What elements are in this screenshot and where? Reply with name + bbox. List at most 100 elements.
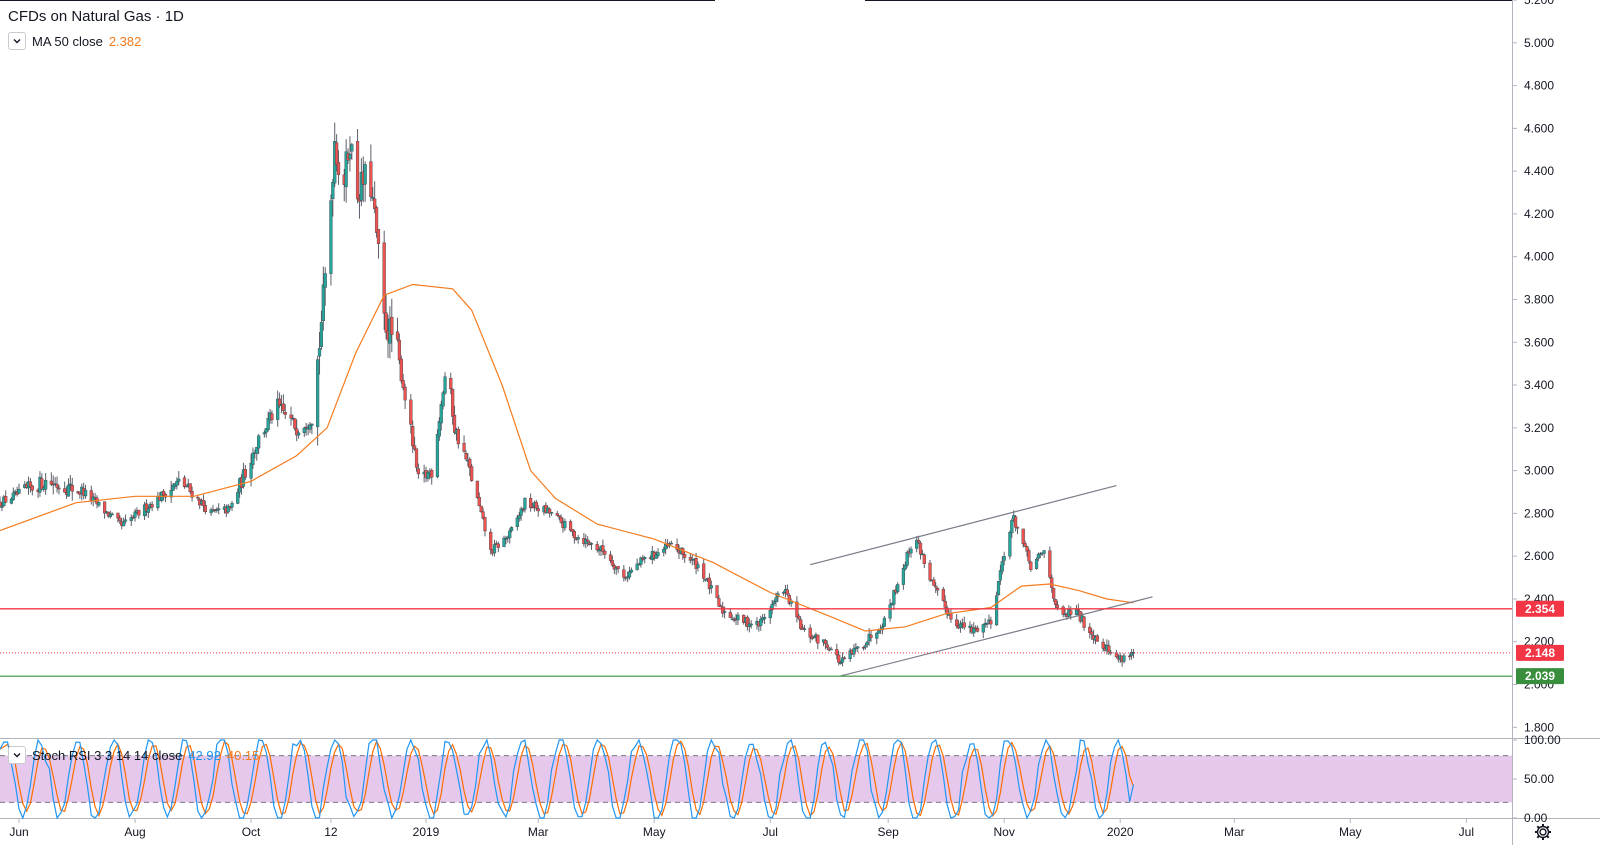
candle-body — [336, 162, 341, 175]
candle-body — [694, 558, 698, 569]
candle-body — [707, 577, 712, 590]
candle-body — [355, 141, 360, 200]
candle-body — [508, 530, 512, 539]
candle-body — [479, 505, 483, 513]
candle-body — [289, 414, 293, 419]
candle-body — [762, 616, 767, 620]
candle-body — [945, 607, 949, 615]
price-tick-label: 2.800 — [1524, 506, 1554, 520]
candle-body — [374, 207, 379, 233]
candle-body — [40, 478, 44, 490]
candle-body — [702, 563, 706, 579]
candle-body — [1069, 610, 1073, 615]
candle-body — [63, 488, 67, 493]
candle-body — [529, 498, 533, 508]
candle-body — [83, 489, 88, 497]
candle-body — [470, 466, 474, 481]
candle-body — [150, 504, 154, 508]
candle-body — [839, 662, 843, 664]
candle-body — [1095, 635, 1099, 642]
rsi-d-line — [0, 739, 1135, 818]
candle-body — [350, 144, 354, 152]
candle-body — [717, 598, 721, 607]
candle-body — [1050, 577, 1054, 588]
settings-button[interactable] — [1533, 822, 1553, 842]
candle-body — [249, 463, 253, 479]
chevron-down-icon — [13, 39, 21, 44]
candle-body — [310, 423, 314, 426]
candle-body — [1128, 655, 1132, 658]
candle-body — [344, 151, 348, 188]
candle-body — [770, 604, 774, 611]
support-price-tag-box — [1516, 668, 1564, 685]
candle-body — [749, 623, 753, 626]
candle-body — [943, 601, 947, 608]
candle-body — [559, 517, 563, 523]
candle-body — [728, 612, 732, 618]
candle-body — [603, 551, 607, 555]
candle-body — [825, 644, 829, 648]
candle-body — [1042, 550, 1046, 554]
candle-body — [808, 627, 812, 638]
price-tick-label: 4.600 — [1524, 121, 1554, 135]
candle-body — [316, 359, 320, 428]
candle-body — [281, 403, 285, 411]
candle-body — [683, 554, 687, 558]
candle-body — [462, 442, 466, 452]
support-price-tag-text: 2.039 — [1525, 669, 1555, 683]
candle-body — [241, 469, 246, 487]
candle-body — [456, 429, 460, 445]
candle-body — [359, 172, 363, 201]
candle-body — [1036, 553, 1041, 559]
candle-body — [323, 273, 327, 288]
candle-body — [57, 487, 61, 490]
candle-body — [854, 647, 858, 649]
time-tick-label: Oct — [242, 825, 261, 839]
candle-body — [243, 469, 247, 478]
candle-body — [11, 492, 15, 500]
time-tick-label: Jul — [1459, 825, 1474, 839]
candle-body — [1061, 606, 1065, 615]
candle-body — [536, 508, 540, 512]
candle-body — [998, 570, 1002, 581]
candle-body — [576, 537, 580, 540]
ma-collapse-button[interactable] — [8, 32, 26, 50]
ma-legend: MA 50 close 2.382 — [8, 32, 141, 50]
candle-body — [1010, 520, 1014, 534]
candle-body — [331, 181, 335, 199]
candle-body — [856, 646, 860, 649]
candle-body — [842, 657, 847, 659]
candle-body — [1002, 556, 1006, 561]
candle-body — [848, 650, 852, 659]
candle-body — [110, 513, 114, 516]
candle-body — [409, 399, 413, 425]
candle-body — [656, 552, 660, 556]
rsi-label: Stoch RSI 3 3 14 14 close — [32, 747, 183, 763]
rsi-collapse-button[interactable] — [8, 746, 26, 764]
price-tick-label: 5.200 — [1524, 0, 1554, 7]
candle-body — [293, 418, 297, 429]
candle-body — [133, 511, 137, 518]
candle-body — [266, 418, 270, 430]
candle-body — [182, 477, 187, 487]
candle-body — [502, 537, 506, 548]
candles — [0, 122, 1136, 667]
candle-body — [601, 545, 605, 552]
time-tick-label: Jun — [9, 825, 28, 839]
candle-body — [880, 626, 885, 631]
candle-body — [772, 601, 776, 605]
price-tick-label: 5.000 — [1524, 36, 1554, 50]
candle-body — [302, 427, 306, 433]
ma-value: 2.382 — [108, 33, 142, 49]
candle-body — [768, 610, 772, 619]
rsi-d-value: 40.15 — [226, 747, 260, 763]
candle-body — [840, 657, 845, 663]
candle-body — [635, 563, 639, 570]
candle-body — [230, 502, 234, 508]
candle-body — [1048, 550, 1052, 578]
candle-body — [622, 569, 626, 578]
resistance-price-tag-box — [1516, 600, 1564, 617]
candle-body — [1052, 588, 1056, 599]
candle-body — [709, 585, 713, 589]
